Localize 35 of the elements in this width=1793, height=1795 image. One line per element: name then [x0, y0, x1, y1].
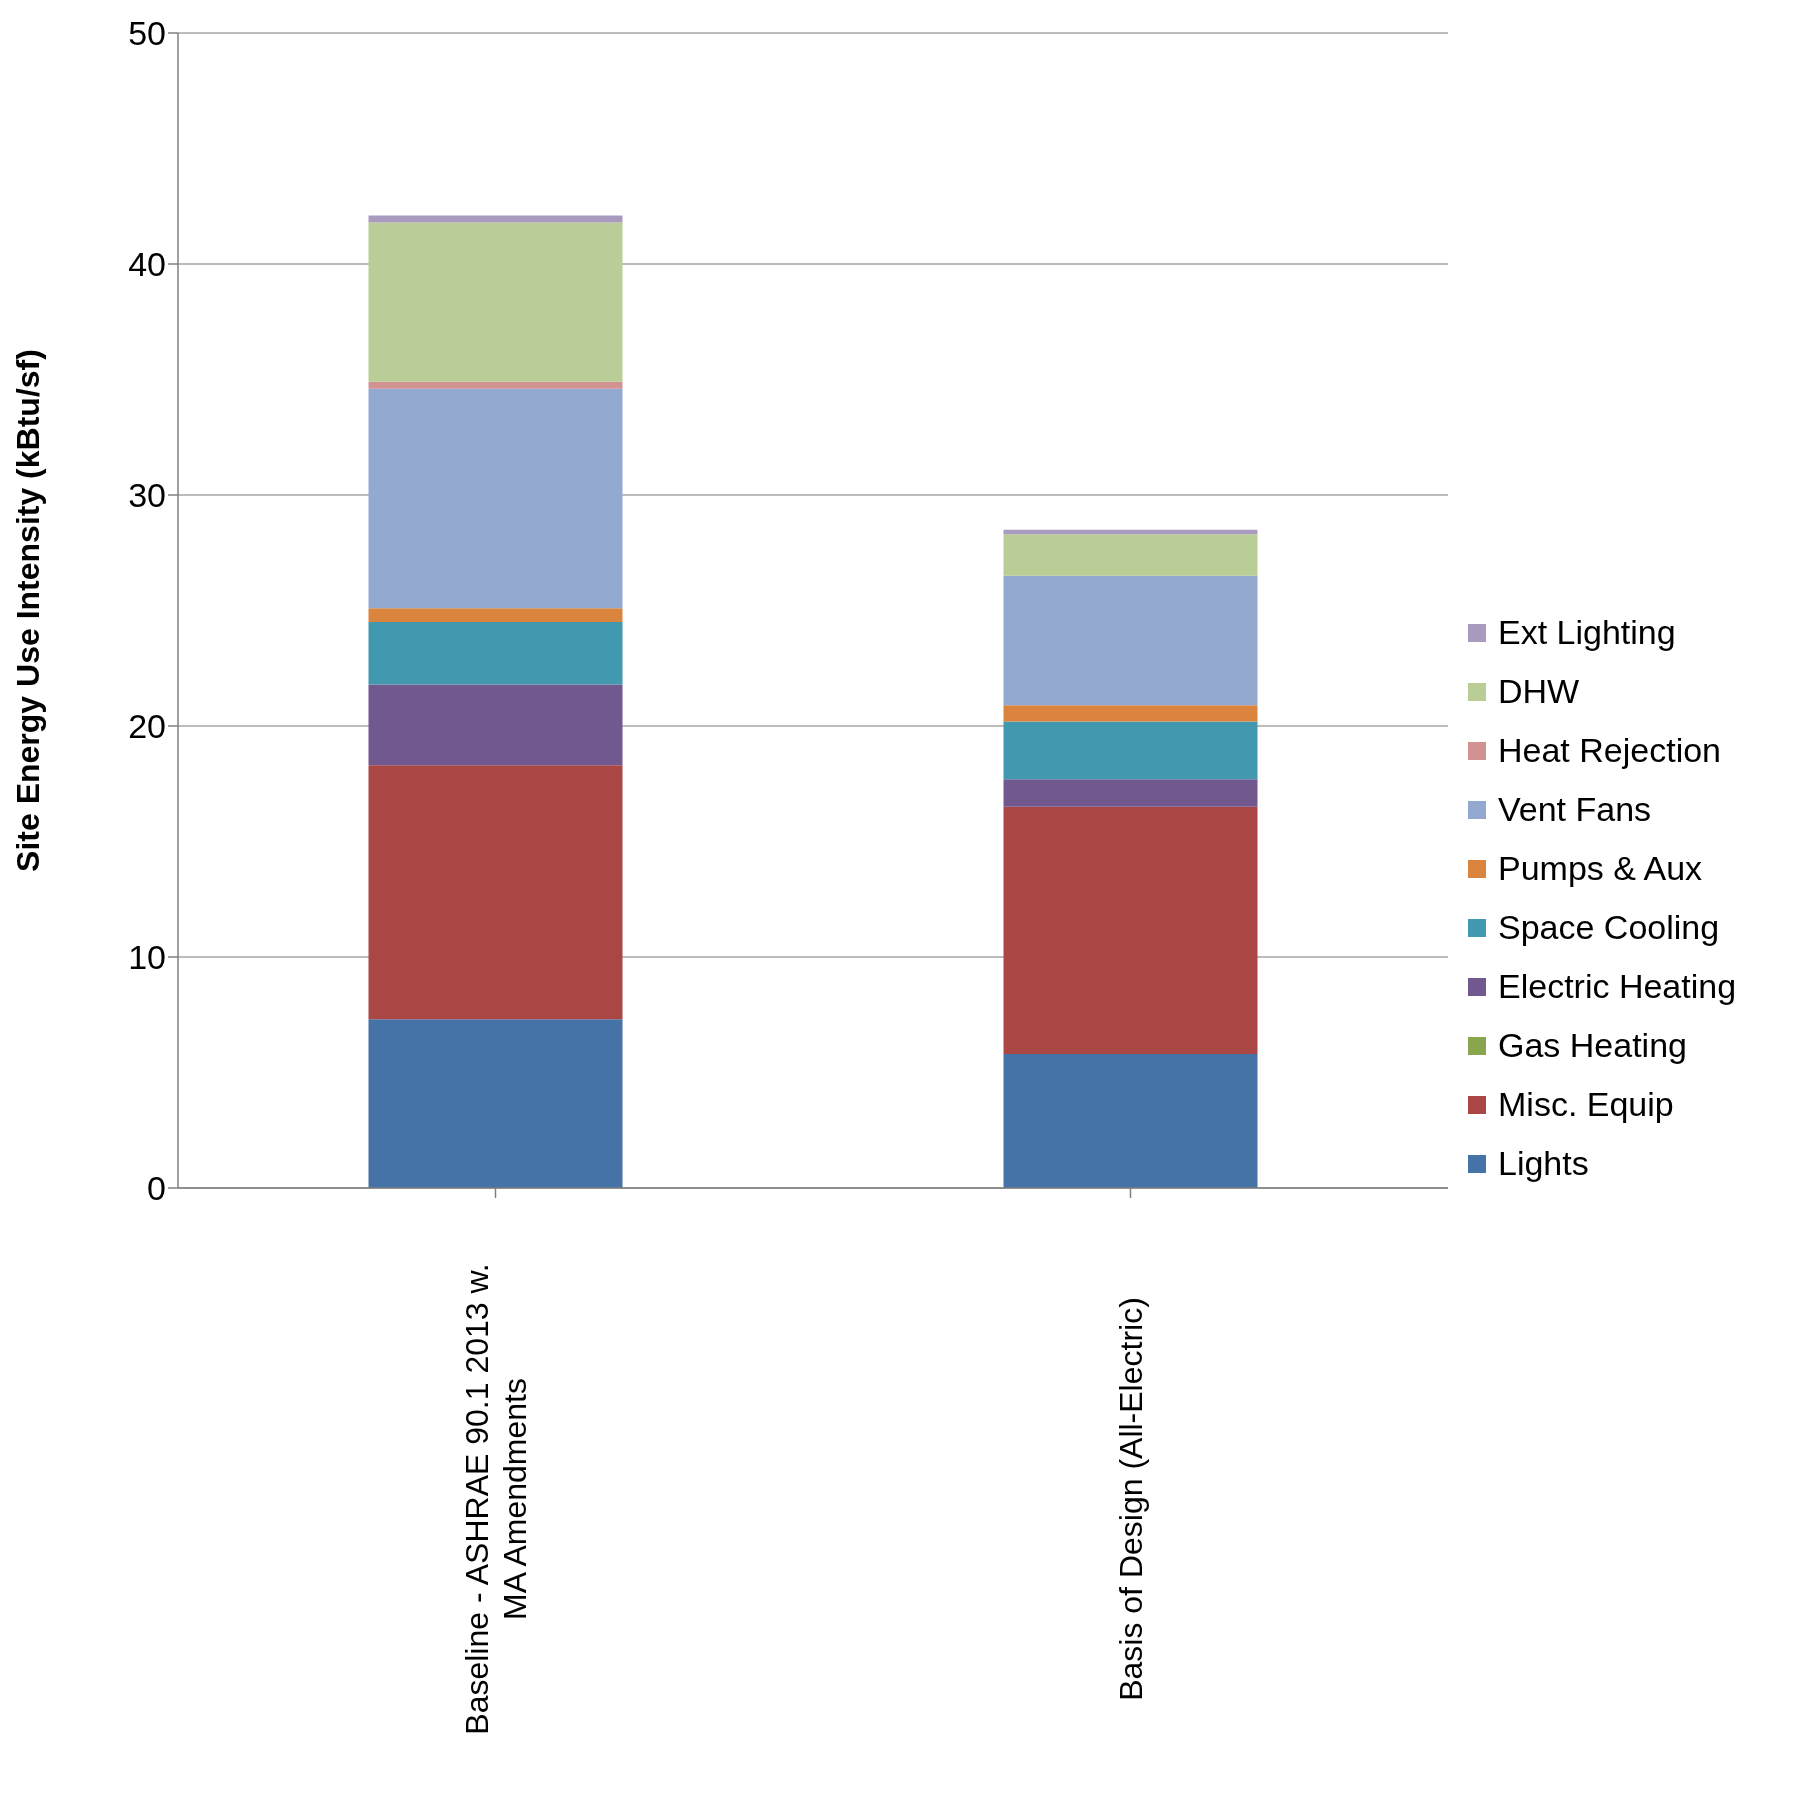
- bar: [368, 684, 623, 766]
- bar: [1003, 1054, 1258, 1188]
- bar: [368, 608, 623, 623]
- bar: [368, 215, 623, 223]
- y-tick-label: 40: [128, 245, 166, 284]
- bar: [1003, 806, 1258, 1055]
- y-tick-label: 50: [128, 14, 166, 53]
- y-tick-label: 10: [128, 938, 166, 977]
- y-tick-label: 20: [128, 707, 166, 746]
- bar: [1003, 779, 1258, 807]
- y-tick-label: 0: [147, 1169, 166, 1208]
- legend-label: Heat Rejection: [1498, 731, 1722, 770]
- legend-label: Space Cooling: [1498, 908, 1720, 947]
- legend-label: Misc. Equip: [1498, 1085, 1674, 1124]
- bar: [1003, 534, 1258, 576]
- legend-label: Gas Heating: [1498, 1026, 1687, 1065]
- x-tick-label: Baseline - ASHRAE 90.1 2013 w. MA Amendments: [458, 1263, 533, 1735]
- bar: [368, 381, 623, 389]
- legend-label: Ext Lighting: [1498, 613, 1676, 652]
- legend-label: DHW: [1498, 672, 1580, 711]
- y-axis-title: Site Energy Use Intensity (kBtu/sf): [10, 349, 47, 872]
- bar: [1003, 721, 1258, 780]
- bar: [368, 622, 623, 685]
- legend-label: Lights: [1498, 1144, 1589, 1183]
- y-tick-label: 30: [128, 476, 166, 515]
- bar: [368, 222, 623, 382]
- bar: [368, 765, 623, 1020]
- bar: [1003, 705, 1258, 722]
- bar: [1003, 575, 1258, 706]
- legend-label: Vent Fans: [1498, 790, 1652, 829]
- bar: [368, 1019, 623, 1188]
- bar: [368, 388, 623, 609]
- legend-label: Pumps & Aux: [1498, 849, 1703, 888]
- legend-label: Electric Heating: [1498, 967, 1737, 1006]
- x-tick-label: Basis of Design (All-Electric): [1112, 1297, 1149, 1701]
